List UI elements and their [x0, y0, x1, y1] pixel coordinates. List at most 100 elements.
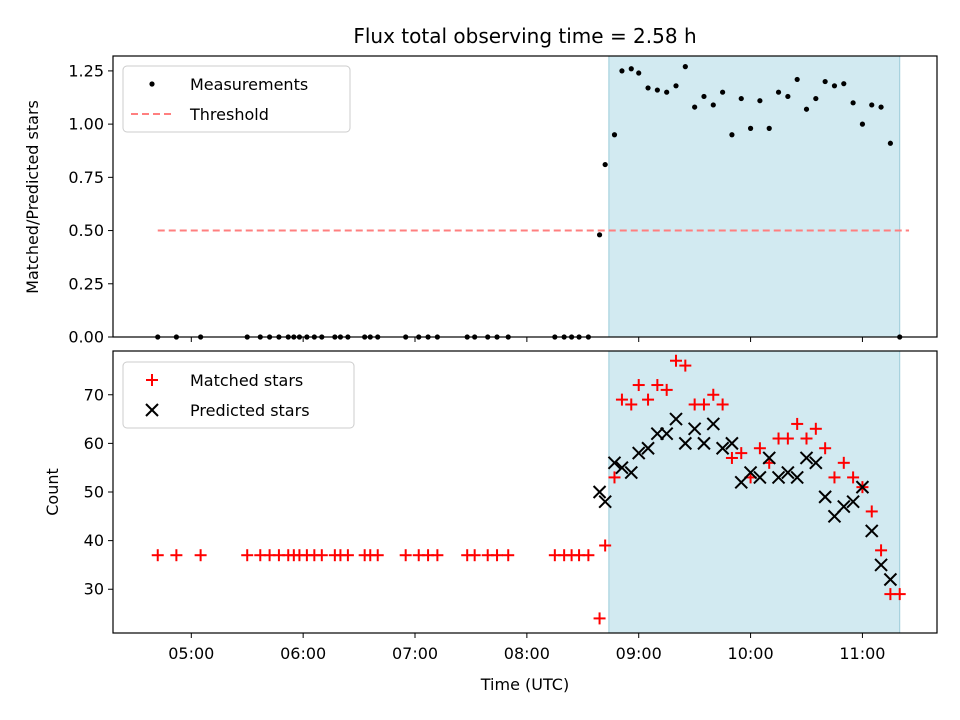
- measurement-point: [611, 132, 618, 138]
- x-tick-label: 06:00: [280, 644, 326, 663]
- matched-star-point: [399, 549, 412, 562]
- matched-star-point: [828, 471, 841, 484]
- y-tick-label: 1.00: [68, 115, 104, 134]
- measurement-point: [859, 121, 866, 127]
- matched-star-point: [599, 539, 612, 552]
- matched-star-point: [642, 393, 655, 406]
- predicted-star-point: [669, 412, 683, 426]
- chart-title: Flux total observing time = 2.58 h: [353, 24, 696, 48]
- measurement-point: [654, 87, 660, 93]
- measurement-point: [682, 64, 688, 70]
- matched-star-point: [625, 398, 638, 411]
- matched-star-point: [670, 354, 683, 367]
- measurement-point: [887, 140, 893, 146]
- measurement-point: [729, 132, 735, 138]
- measurement-point: [869, 102, 875, 108]
- top-y-axis-label: Matched/Predicted stars: [23, 100, 42, 294]
- predicted-star-point: [865, 524, 879, 538]
- y-tick-label: 0.50: [68, 221, 104, 240]
- top-x-ticks: [190, 337, 863, 342]
- top-legend-box: [122, 65, 351, 133]
- predicted-star-point: [697, 436, 711, 451]
- top-axes-frame: [112, 55, 938, 338]
- bottom-y-axis: 30 40 50 60 70: [84, 385, 113, 599]
- predicted-star-point: [743, 465, 758, 480]
- predicted-star-point: [781, 465, 795, 480]
- legend-matched-label: Matched stars: [190, 371, 303, 390]
- matched-star-point: [707, 388, 720, 401]
- matched-star-point: [697, 398, 710, 411]
- matched-star-point: [241, 549, 254, 562]
- bottom-x-axis: 05:00 06:00 07:00 08:00 09:00 10:00 11:00: [168, 633, 885, 663]
- predicted-star-point: [837, 499, 851, 514]
- measurement-point: [766, 125, 772, 131]
- predicted-star-point: [607, 456, 622, 470]
- predicted-star-point: [659, 426, 674, 441]
- matched-star-point: [679, 359, 692, 372]
- bottom-y-axis-label: Count: [43, 468, 62, 516]
- measurement-point: [636, 70, 642, 76]
- predicted-star-point: [874, 558, 888, 572]
- x-tick-label: 09:00: [616, 644, 662, 663]
- x-axis-label: Time (UTC): [480, 675, 569, 694]
- predicted-star-point: [799, 451, 814, 465]
- matched-star-point: [582, 549, 595, 562]
- legend-matched-marker: [146, 374, 158, 386]
- predicted-star-point: [846, 495, 860, 509]
- bottom-legend: Matched stars Predicted stars: [122, 361, 355, 429]
- predicted-star-point: [771, 470, 786, 485]
- top-observing-window: [608, 55, 901, 338]
- matched-star-point: [847, 471, 860, 484]
- predicted-star-point: [809, 456, 823, 470]
- matched-star-point: [431, 549, 444, 562]
- matched-star-point: [615, 393, 628, 406]
- matched-star-point: [893, 588, 906, 601]
- y-tick-label: 60: [84, 434, 104, 453]
- x-tick-label: 10:00: [728, 644, 774, 663]
- top-legend: Measurements Threshold: [122, 65, 351, 133]
- measurement-point: [794, 76, 800, 83]
- measurement-point: [747, 125, 754, 131]
- y-tick-label: 0.25: [68, 274, 104, 293]
- measurement-point: [596, 232, 603, 238]
- measurement-point: [628, 66, 634, 72]
- predicted-star-point: [706, 417, 720, 431]
- bottom-legend-box: [122, 361, 355, 429]
- x-tick-label: 05:00: [168, 644, 214, 663]
- measurement-point: [701, 93, 707, 100]
- bottom-panel: 30 40 50 60 70 05:00 06:00 07:00 08:00 09:00 10:0…: [43, 350, 938, 694]
- matched-star-point: [341, 549, 354, 562]
- top-y-axis: 0.00 0.25 0.50 0.75 1.00 1.25: [68, 61, 113, 347]
- matched-star-point: [660, 383, 673, 396]
- matched-star-point: [151, 549, 164, 562]
- measurement-point: [664, 89, 670, 95]
- y-tick-label: 1.25: [68, 61, 104, 80]
- legend-measurements-marker: [149, 81, 155, 87]
- matched-star-point: [651, 379, 664, 392]
- predicted-star-point: [818, 490, 832, 504]
- bottom-axes-frame: [112, 350, 938, 634]
- predicted-star-point: [855, 480, 870, 494]
- matched-star-point: [865, 505, 878, 518]
- bottom-plot-area: [151, 354, 906, 625]
- predicted-star-point: [753, 470, 767, 485]
- top-panel: 0.00 0.25 0.50 0.75 1.00 1.25 Matched/Predict…: [23, 55, 938, 347]
- predicted-star-point: [624, 465, 638, 480]
- matched-star-point: [371, 549, 384, 562]
- y-tick-label: 40: [84, 531, 104, 550]
- matched-star-point: [170, 549, 183, 562]
- measurement-point: [738, 95, 744, 102]
- x-tick-label: 08:00: [504, 644, 550, 663]
- bottom-observing-window: [608, 350, 901, 634]
- matched-star-point: [753, 442, 766, 455]
- measurement-point: [831, 83, 838, 89]
- matched-star-point: [315, 549, 328, 562]
- predicted-star-point: [632, 446, 646, 460]
- predicted-star-point: [725, 436, 739, 451]
- predicted-star-point: [615, 460, 629, 475]
- y-tick-label: 0.00: [68, 328, 104, 347]
- matched-star-point: [837, 456, 850, 469]
- y-tick-label: 70: [84, 385, 104, 404]
- x-tick-label: 11:00: [839, 644, 885, 663]
- y-tick-label: 50: [84, 483, 104, 502]
